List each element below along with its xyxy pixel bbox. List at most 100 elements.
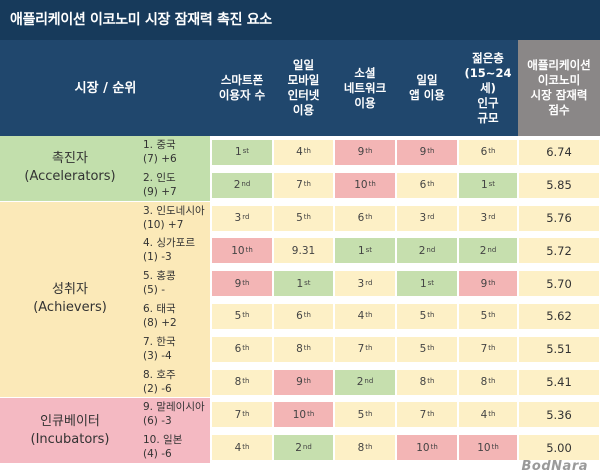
rank-suffix: st [488, 180, 496, 189]
rank-value: 9.31 [291, 244, 316, 257]
rank-value: 4 [296, 146, 303, 159]
rank-suffix: th [491, 442, 499, 451]
rank-suffix: th [427, 311, 435, 320]
rank-suffix: th [488, 409, 496, 418]
rank-value: 2 [479, 244, 487, 257]
rank-suffix: th [365, 442, 373, 451]
rank-suffix: th [303, 180, 311, 189]
rank-suffix: rd [488, 213, 496, 221]
column-header-label: 애플리케이션 이코노미 시장 잠재력 점수 [527, 58, 591, 117]
rank-suffix: th [303, 147, 311, 156]
rank-value: 5 [234, 310, 242, 323]
rank-suffix: th [488, 278, 496, 287]
column-header-label: 일일 모바일 인터넷 이용 [287, 58, 320, 117]
country-label: 3. 인도네시아 (10) +7 [143, 204, 205, 231]
rank-value: 2 [295, 441, 302, 454]
country-label: 7. 한국 (3) -4 [143, 335, 176, 362]
rank-suffix: th [365, 409, 373, 418]
rank-value: 1 [296, 277, 304, 290]
group-band: 촉진자 (Accelerators) [0, 136, 210, 202]
rank-suffix: st [427, 278, 435, 287]
rank-suffix: th [427, 409, 435, 418]
rank-value: 8 [480, 376, 488, 388]
column-header: 스마트폰 이용자 수 [211, 40, 273, 136]
column-header: 일일 앱 이용 [396, 40, 458, 136]
rank-value: 10 [292, 408, 307, 421]
rank-value: 6 [296, 310, 303, 323]
column-header: 젊은층 (15~24세) 인구 규모 [458, 40, 518, 136]
group-label: 성취자 (Achievers) [33, 282, 107, 316]
rank-suffix: th [242, 311, 250, 320]
country-label: 8. 호주 (2) -6 [143, 368, 176, 395]
rank-value: 10 [416, 441, 430, 454]
rank-value: 1 [234, 146, 242, 159]
rank-suffix: nd [302, 442, 312, 451]
page-title: 애플리케이션 이코노미 시장 잠재력 촉진 요소 [0, 0, 600, 40]
rank-value: 5 [296, 212, 303, 224]
rank-suffix: th [365, 311, 373, 320]
column-header: 일일 모바일 인터넷 이용 [273, 40, 334, 136]
score-cell: 5.00 [518, 434, 600, 462]
rank-value: 1 [357, 244, 365, 257]
rank-value: 6 [234, 343, 242, 356]
header-rank: 시장 / 순위 [0, 40, 211, 136]
rank-suffix: th [307, 409, 315, 418]
country-label: 2. 인도 (9) +7 [143, 171, 177, 198]
rank-value: 3 [234, 212, 242, 224]
rank-suffix: th [488, 147, 496, 156]
rank-suffix: th [427, 377, 435, 385]
group-band: 인큐베이터 (Incubators) [0, 398, 210, 464]
rank-cell: 9.31 [273, 237, 334, 265]
rank-value: 1 [419, 277, 427, 290]
rank-suffix: th [242, 344, 250, 353]
rank-suffix: th [488, 344, 496, 353]
rank-value: 8 [357, 441, 365, 454]
rank-suffix: th [242, 409, 250, 418]
rank-value: 6 [480, 146, 488, 159]
score-cell: 5.76 [518, 204, 600, 232]
rank-suffix: th [427, 180, 435, 189]
score-cell: 5.72 [518, 237, 600, 265]
score-cell: 5.51 [518, 335, 600, 363]
rank-suffix: nd [426, 245, 436, 254]
rank-value: 8 [234, 376, 242, 388]
rank-value: 3 [357, 277, 365, 290]
rank-value: 7 [234, 408, 242, 421]
rank-suffix: th [303, 311, 311, 320]
rank-value: 5 [480, 310, 488, 323]
rank-value: 9 [357, 146, 365, 159]
rank-value: 2 [233, 179, 241, 192]
rank-suffix: st [304, 278, 311, 287]
column-header-label: 소셜 네트워크 이용 [343, 65, 387, 110]
country-label: 6. 태국 (8) +2 [143, 303, 177, 329]
rank-suffix: th [242, 278, 250, 287]
rank-suffix: nd [487, 245, 497, 254]
rank-value: 10 [231, 244, 245, 257]
